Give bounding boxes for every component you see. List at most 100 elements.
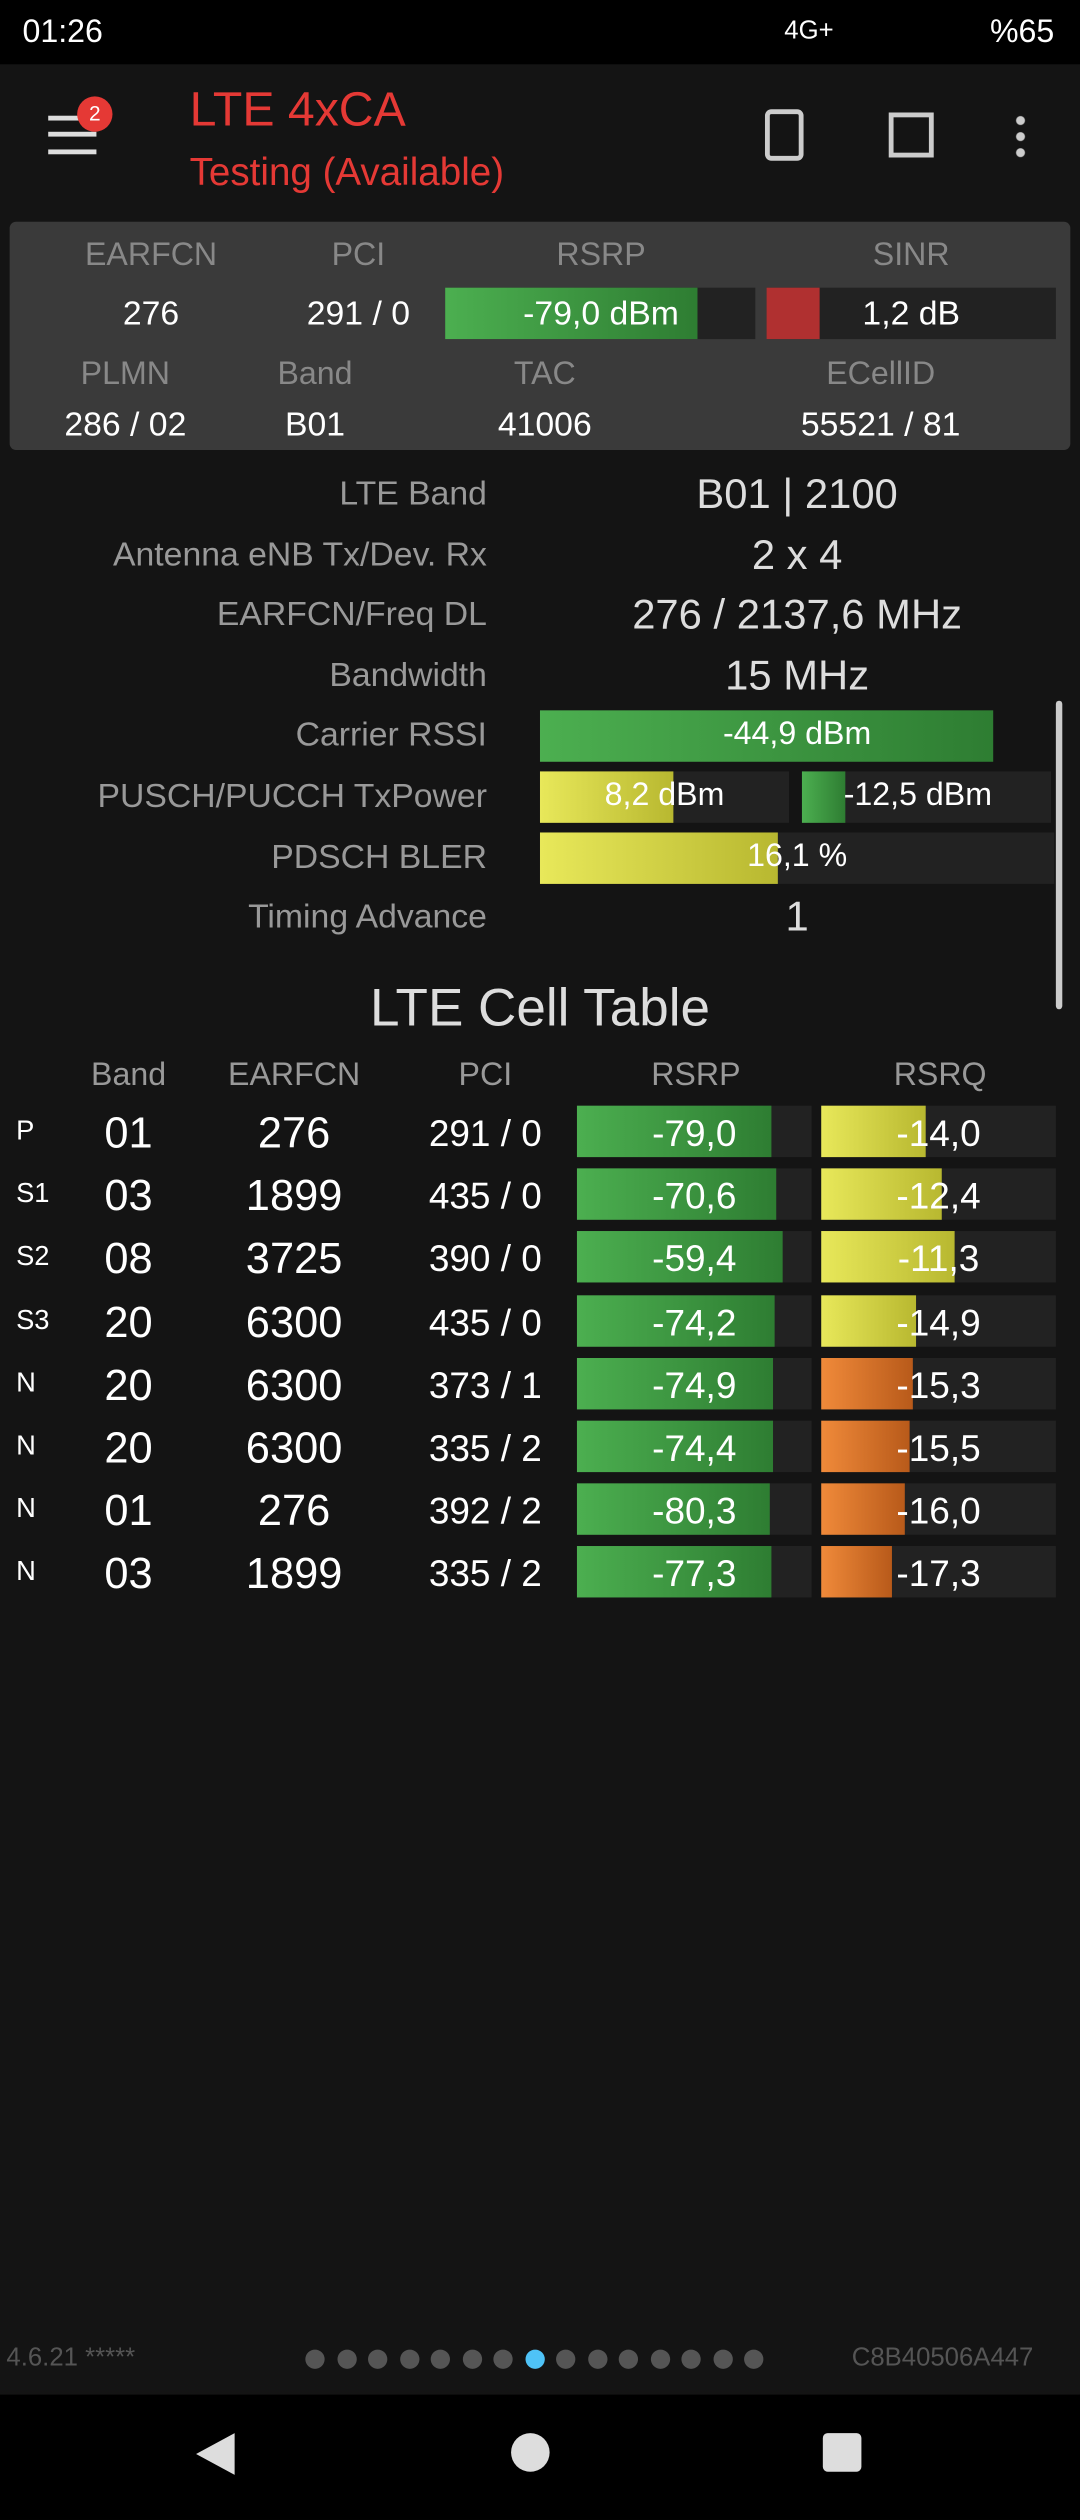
detail-value: 15 MHz — [725, 650, 870, 699]
cell-rsrq: -14,0 — [896, 1112, 981, 1154]
rsrq-bar — [821, 1546, 892, 1599]
detail-label: EARFCN/Freq DL — [216, 596, 487, 634]
page-dot — [430, 2349, 450, 2369]
cell-band: 03 — [104, 1171, 153, 1221]
cell-rsrp: -70,6 — [652, 1175, 737, 1217]
detail-value: 276 / 2137,6 MHz — [632, 590, 963, 639]
rsrq-bar — [821, 1231, 954, 1284]
clock: 01:26 — [22, 14, 103, 50]
cell-rsrp: -74,4 — [652, 1427, 737, 1469]
page-dot — [462, 2349, 482, 2369]
cell-band: 20 — [104, 1423, 153, 1473]
cell-rsrp: -74,2 — [652, 1301, 737, 1343]
detail-label: Timing Advance — [248, 898, 487, 936]
cell-band: 08 — [104, 1234, 153, 1284]
battery: %65 — [989, 14, 1055, 50]
cell-earfcn: 276 — [257, 1486, 331, 1536]
lock-button[interactable] — [764, 109, 804, 161]
summary-label: TAC — [513, 356, 576, 393]
cell-earfcn: 6300 — [245, 1360, 343, 1410]
column-header: PCI — [458, 1057, 513, 1093]
page-dot — [399, 2349, 419, 2369]
page-dot — [524, 2349, 545, 2369]
cell-type: N — [16, 1367, 36, 1398]
more-button[interactable] — [1015, 112, 1026, 158]
cell-rsrq: -17,3 — [896, 1553, 981, 1595]
rsrp-bar — [576, 1546, 773, 1599]
back-button[interactable] — [196, 2433, 235, 2475]
rsrp-bar — [576, 1294, 774, 1347]
page-dot — [493, 2349, 513, 2369]
column-header: EARFCN — [228, 1057, 361, 1093]
pucch-bar — [801, 771, 846, 823]
cell-earfcn: 1899 — [245, 1549, 343, 1599]
cell-rsrp: -59,4 — [652, 1238, 737, 1280]
rsrq-bar — [821, 1483, 905, 1536]
summary-value: 291 / 0 — [306, 295, 410, 333]
status-bar — [0, 0, 1080, 65]
table-title: LTE Cell Table — [369, 977, 710, 1037]
rsrq-bar — [821, 1294, 917, 1347]
cell-type: P — [16, 1115, 35, 1146]
page-dot — [712, 2349, 733, 2369]
summary-value: 286 / 02 — [64, 406, 187, 444]
detail-value: 16,1 % — [747, 838, 848, 874]
summary-label: RSRP — [556, 237, 646, 274]
page-dot — [368, 2349, 388, 2369]
recents-button[interactable] — [822, 2433, 862, 2472]
cell-earfcn: 6300 — [245, 1297, 343, 1347]
pusch-bar — [539, 771, 674, 823]
detail-value: 2 x 4 — [751, 529, 843, 578]
detail-value: 8,2 dBm — [604, 777, 725, 814]
cell-type: N — [16, 1556, 36, 1587]
detail-label: PUSCH/PUCCH TxPower — [97, 777, 487, 815]
cell-pci: 373 / 1 — [428, 1364, 542, 1406]
detail-label: PDSCH BLER — [271, 838, 487, 876]
cell-band: 01 — [104, 1486, 153, 1536]
rsrp-bar — [445, 287, 698, 340]
cell-pci: 291 / 0 — [428, 1112, 542, 1154]
network: 4G+ — [784, 17, 834, 45]
cell-rsrq: -16,0 — [896, 1490, 981, 1532]
summary-label: Band — [277, 356, 353, 393]
cell-earfcn: 1899 — [245, 1171, 343, 1221]
cell-type: S3 — [16, 1304, 50, 1335]
cell-band: 03 — [104, 1549, 153, 1599]
page-dot — [336, 2349, 356, 2369]
cell-band: 01 — [104, 1108, 153, 1158]
summary-label: EARFCN — [84, 237, 218, 274]
cell-type: S1 — [16, 1178, 50, 1209]
rsrq-bar — [821, 1420, 911, 1473]
cell-pci: 335 / 2 — [428, 1553, 542, 1595]
rsrp-bar — [576, 1168, 777, 1221]
scrollbar — [1055, 700, 1063, 1010]
detail-label: Carrier RSSI — [295, 717, 487, 755]
cell-pci: 392 / 2 — [428, 1490, 542, 1532]
summary-value: 55521 / 81 — [800, 406, 961, 444]
cell-pci: 435 / 0 — [428, 1301, 542, 1343]
page-dot — [650, 2349, 670, 2369]
summary-value: 41006 — [497, 406, 592, 444]
summary-value: 276 — [122, 295, 180, 333]
rssi-bar — [539, 710, 994, 763]
badge: 2 — [77, 96, 113, 132]
column-header: RSRP — [651, 1057, 741, 1093]
share-button[interactable] — [888, 112, 934, 158]
page-dot — [587, 2349, 607, 2369]
sinr-bar — [766, 287, 820, 340]
menu-button[interactable] — [48, 115, 97, 155]
cell-rsrq: -14,9 — [896, 1301, 981, 1343]
cell-rsrp: -79,0 — [652, 1112, 737, 1154]
cell-band: 20 — [104, 1360, 153, 1410]
page-dot — [744, 2349, 764, 2369]
cell-rsrq: -11,3 — [897, 1238, 980, 1280]
cell-earfcn: 6300 — [245, 1423, 343, 1473]
home-button[interactable] — [511, 2433, 550, 2472]
cell-rsrq: -15,3 — [896, 1364, 981, 1406]
summary-label: SINR — [872, 237, 950, 274]
cell-earfcn: 3725 — [245, 1234, 343, 1284]
rsrq-bar — [821, 1105, 926, 1158]
rsrq-bar — [821, 1357, 913, 1410]
rsrp-bar — [576, 1420, 774, 1473]
